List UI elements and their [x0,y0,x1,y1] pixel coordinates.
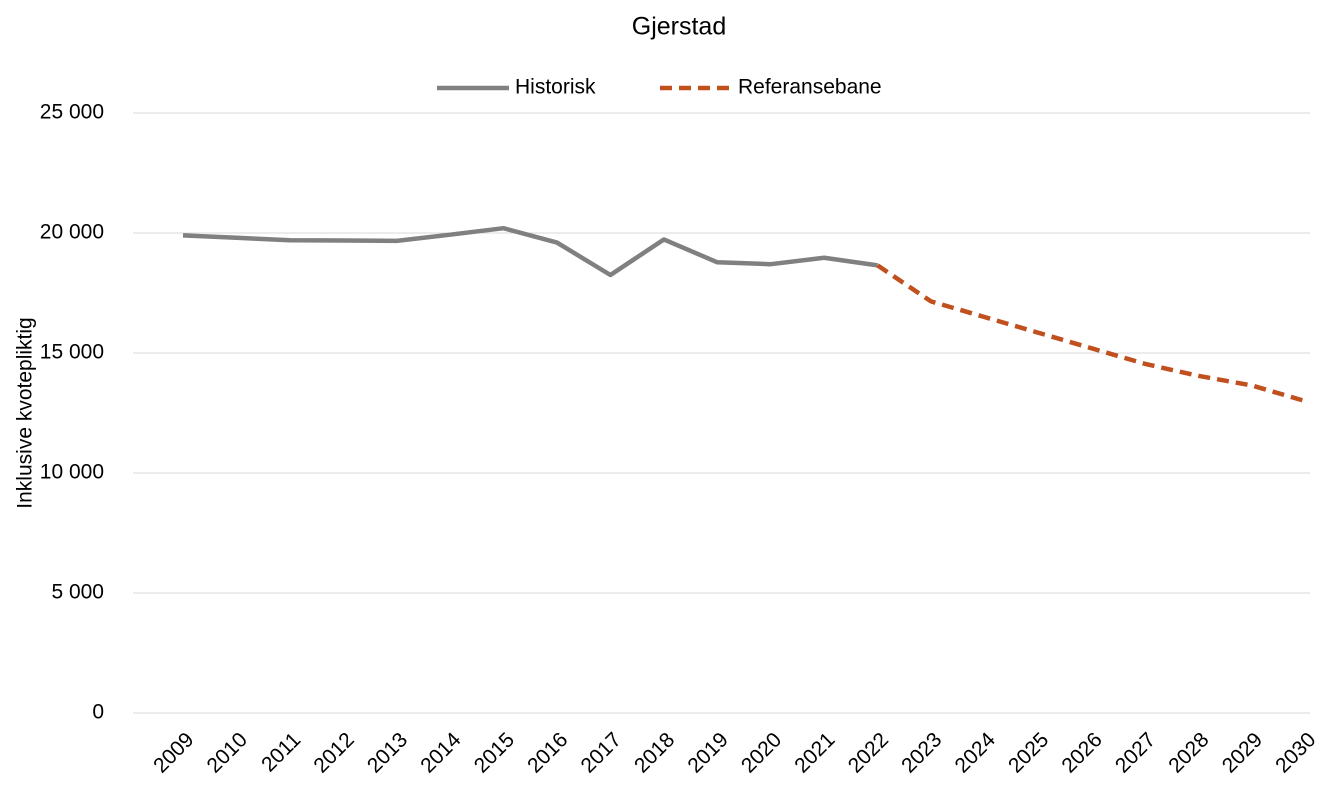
x-tick-label: 2019 [683,728,732,777]
x-tick-label: 2023 [897,728,946,777]
y-axis-label: Inklusive kvotepliktig [14,317,37,508]
x-tick-label: 2010 [203,728,252,777]
legend-label: Historisk [515,76,596,99]
x-tick-label: 2009 [149,728,198,777]
x-tick-label: 2016 [523,728,572,777]
legend-label: Referansebane [738,76,882,99]
x-tick-label: 2025 [1004,728,1053,777]
x-tick-label: 2026 [1057,728,1106,777]
x-tick-label: 2015 [470,728,519,777]
x-tick-label: 2022 [844,728,893,777]
x-tick-label: 2024 [951,728,1001,778]
y-tick-label: 15 000 [40,341,104,364]
y-tick-label: 25 000 [40,101,104,124]
chart-title: Gjerstad [632,13,726,41]
x-tick-label: 2012 [309,728,358,777]
x-tick-label: 2013 [363,728,412,777]
x-tick-label: 2014 [416,728,466,778]
series-line [876,263,1306,404]
x-tick-label: 2029 [1218,728,1267,777]
x-tick-label: 2011 [257,728,305,776]
y-tick-label: 10 000 [40,461,104,484]
x-tick-label: 2027 [1111,728,1160,777]
x-tick-label: 2018 [630,728,679,777]
y-tick-label: 5 000 [51,581,104,604]
x-tick-label: 2030 [1271,728,1320,777]
x-tick-label: 2021 [790,728,839,777]
y-tick-label: 20 000 [40,221,104,244]
x-tick-label: 2028 [1164,728,1213,777]
x-tick-label: 2020 [737,728,786,777]
x-tick-label: 2017 [577,728,626,777]
series-line [182,225,878,278]
y-tick-label: 0 [92,701,104,724]
